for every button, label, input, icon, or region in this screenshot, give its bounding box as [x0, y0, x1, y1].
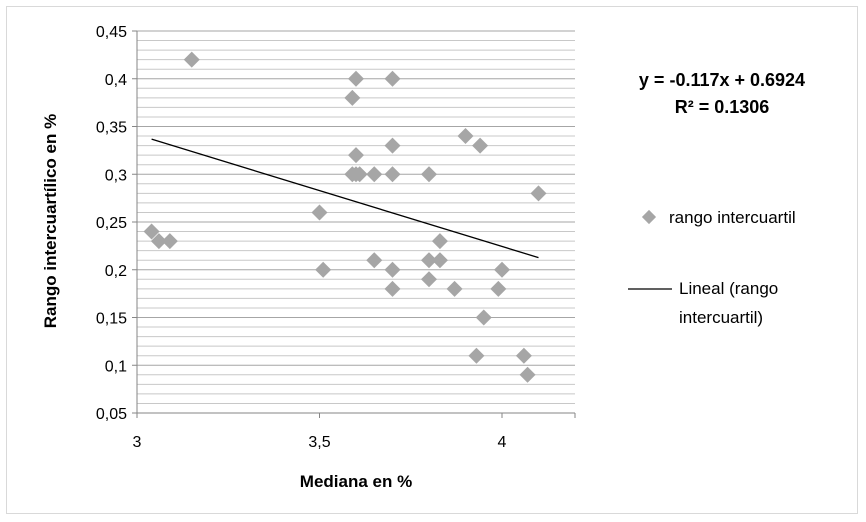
scatter-point: [143, 223, 160, 240]
y-tick-label: 0,05: [96, 406, 127, 423]
scatter-point: [431, 233, 448, 250]
scatter-point: [446, 280, 463, 297]
trendline-equation: y = -0.117x + 0.6924: [639, 70, 805, 90]
y-axis-title: Rango intercuartílico en %: [41, 114, 60, 328]
x-tick-labels: 3 3,5 4: [133, 413, 576, 451]
scatter-point: [311, 204, 328, 221]
scatter-point: [351, 166, 368, 183]
scatter-point: [384, 70, 401, 87]
scatter-point: [366, 252, 383, 269]
r-squared-label: R² = 0.1306: [675, 97, 770, 117]
x-tick-label: 3: [133, 434, 142, 451]
y-tick-label: 0,15: [96, 311, 127, 328]
scatter-point: [421, 252, 437, 269]
legend: rango intercuartil Lineal (rango intercu…: [628, 208, 796, 327]
y-tick-label: 0,35: [96, 120, 127, 137]
x-axis-title: Mediana en %: [300, 472, 412, 491]
scatter-point: [475, 309, 492, 326]
scatter-point: [315, 261, 332, 278]
scatter-point: [457, 128, 474, 145]
scatter-point: [494, 261, 510, 278]
scatter-point: [421, 166, 437, 183]
y-tick-label: 0,1: [105, 358, 127, 375]
grid-lines: [137, 30, 575, 404]
y-tick-label: 0,25: [96, 215, 127, 232]
y-tick-label: 0,4: [105, 72, 127, 89]
scatter-point: [384, 280, 401, 297]
legend-label-line-2: intercuartil): [679, 308, 763, 327]
scatter-point: [421, 271, 437, 288]
trendline-group: [151, 138, 539, 259]
y-tick-label: 0,45: [96, 24, 127, 41]
scatter-point: [384, 261, 401, 278]
y-tick-label: 0,2: [105, 263, 127, 280]
scatter-point: [384, 166, 401, 183]
legend-label-line-1: Lineal (rango: [679, 279, 778, 298]
scatter-point: [348, 70, 364, 87]
x-tick-label: 4: [498, 434, 507, 451]
scatter-point: [183, 51, 200, 68]
scatter-point: [490, 280, 507, 297]
x-tick-label: 3,5: [308, 434, 330, 451]
scatter-point: [468, 347, 485, 364]
scatter-point: [366, 166, 383, 183]
scatter-point: [348, 147, 364, 164]
y-tick-labels: 0,05 0,1 0,15 0,2 0,25 0,3 0,35 0,4 0,45: [96, 24, 137, 423]
scatter-point: [384, 137, 401, 154]
scatter-point: [344, 89, 361, 106]
scatter-point: [515, 347, 532, 364]
y-tick-label: 0,3: [105, 167, 127, 184]
data-points: [143, 51, 547, 383]
scatter-point: [161, 233, 178, 250]
scatter-point: [431, 252, 448, 269]
scatter-point: [150, 233, 167, 250]
scatter-point: [519, 366, 536, 383]
legend-marker-diamond: [641, 209, 657, 225]
trendline: [151, 138, 539, 259]
scatter-point: [530, 185, 547, 202]
scatter-point: [472, 137, 489, 154]
legend-label-scatter: rango intercuartil: [669, 208, 796, 227]
